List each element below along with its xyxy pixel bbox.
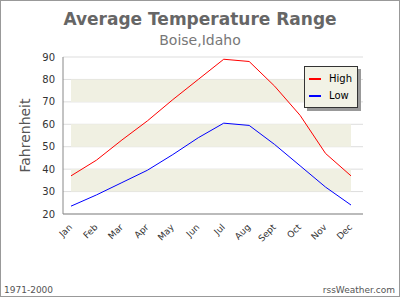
svg-text:80: 80 <box>42 74 55 85</box>
html-text:Low: Low <box>329 90 349 101</box>
svg-text:50: 50 <box>42 141 55 152</box>
html-text:rssWeather.com: rssWeather.com <box>322 285 395 295</box>
html-text:High: High <box>329 73 352 84</box>
svg-text:Apr: Apr <box>132 222 150 240</box>
svg-text:20: 20 <box>42 209 55 220</box>
svg-text:Fahrenheit: Fahrenheit <box>17 98 33 173</box>
svg-text:Oct: Oct <box>285 222 303 240</box>
svg-text:60: 60 <box>42 119 55 130</box>
svg-text:Mar: Mar <box>106 222 125 241</box>
html-text:Boise,Idaho: Boise,Idaho <box>159 32 241 48</box>
svg-text:Dec: Dec <box>335 222 354 241</box>
svg-text:Nov: Nov <box>309 222 329 242</box>
svg-text:Feb: Feb <box>81 222 100 241</box>
svg-text:Sept: Sept <box>256 222 278 244</box>
svg-text:Jun: Jun <box>184 222 202 240</box>
svg-text:40: 40 <box>42 164 55 175</box>
svg-text:30: 30 <box>42 186 55 197</box>
svg-text:May: May <box>156 222 177 243</box>
svg-text:90: 90 <box>42 52 55 63</box>
html-text:Average Temperature Range: Average Temperature Range <box>63 9 337 29</box>
svg-text:70: 70 <box>42 96 55 107</box>
svg-text:Jul: Jul <box>211 222 226 237</box>
html-text:1971-2000: 1971-2000 <box>4 285 54 295</box>
svg-text:Jan: Jan <box>57 222 75 240</box>
svg-text:Aug: Aug <box>233 222 253 242</box>
